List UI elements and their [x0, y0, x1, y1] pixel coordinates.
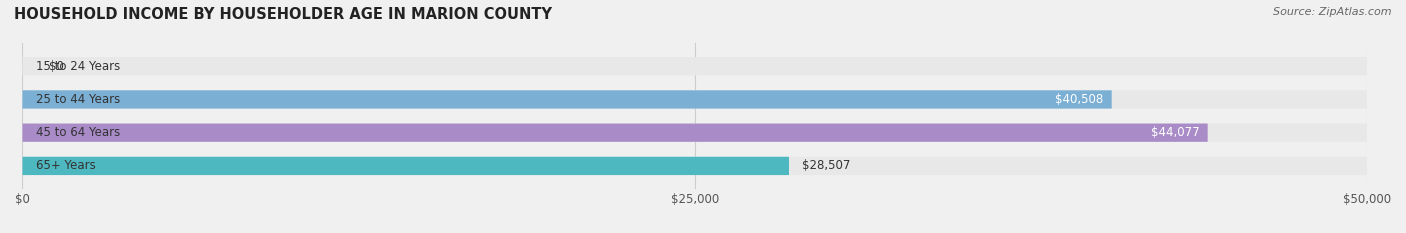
FancyBboxPatch shape: [22, 157, 789, 175]
Text: $0: $0: [49, 60, 65, 73]
Text: Source: ZipAtlas.com: Source: ZipAtlas.com: [1274, 7, 1392, 17]
FancyBboxPatch shape: [22, 157, 1367, 175]
FancyBboxPatch shape: [22, 90, 1112, 109]
Text: 45 to 64 Years: 45 to 64 Years: [37, 126, 120, 139]
Text: $44,077: $44,077: [1152, 126, 1199, 139]
Text: 65+ Years: 65+ Years: [37, 159, 96, 172]
Text: 25 to 44 Years: 25 to 44 Years: [37, 93, 120, 106]
FancyBboxPatch shape: [22, 57, 1367, 75]
FancyBboxPatch shape: [22, 123, 1367, 142]
Text: 15 to 24 Years: 15 to 24 Years: [37, 60, 120, 73]
FancyBboxPatch shape: [22, 123, 1208, 142]
Text: $28,507: $28,507: [803, 159, 851, 172]
Text: HOUSEHOLD INCOME BY HOUSEHOLDER AGE IN MARION COUNTY: HOUSEHOLD INCOME BY HOUSEHOLDER AGE IN M…: [14, 7, 553, 22]
FancyBboxPatch shape: [22, 90, 1367, 109]
Text: $40,508: $40,508: [1056, 93, 1104, 106]
